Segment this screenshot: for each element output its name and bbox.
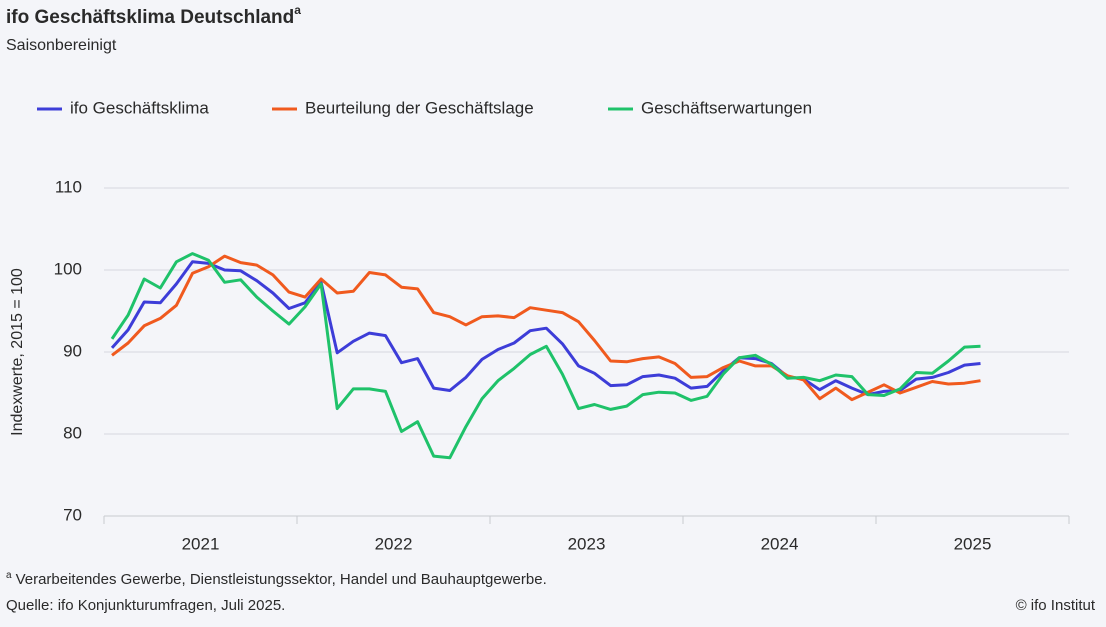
chart-title-group: ifo Geschäftsklima Deutschlanda — [6, 3, 301, 28]
y-tick-label: 100 — [54, 259, 82, 278]
series-line — [110, 260, 981, 397]
y-tick-label: 70 — [63, 505, 82, 524]
legend-label: ifo Geschäftsklima — [70, 98, 209, 117]
footnote-group: a Verarbeitendes Gewerbe, Dienstleistungs… — [6, 570, 547, 588]
series-line — [110, 252, 981, 460]
footnote-marker: a — [6, 570, 12, 581]
y-tick-label: 110 — [55, 177, 82, 196]
footnote: Verarbeitendes Gewerbe, Dienstleistungss… — [16, 571, 547, 588]
y-axis-label: Indexwerte, 2015 = 100 — [9, 268, 26, 436]
copyright: © ifo Institut — [1016, 597, 1096, 614]
legend-label: Beurteilung der Geschäftslage — [305, 98, 534, 117]
y-tick-label: 90 — [63, 341, 82, 360]
legend-label: Geschäftserwartungen — [641, 98, 812, 117]
y-tick-label: 80 — [63, 423, 82, 442]
chart-subtitle: Saisonbereinigt — [6, 37, 117, 54]
x-tick-label: 2023 — [568, 534, 606, 553]
chart-title: ifo Geschäftsklima Deutschland — [6, 7, 294, 28]
x-tick-label: 2021 — [182, 534, 220, 553]
series-line — [111, 254, 981, 402]
x-tick-label: 2024 — [761, 534, 799, 553]
title-marker: a — [294, 3, 301, 17]
source: Quelle: ifo Konjunkturumfragen, Juli 202… — [6, 597, 285, 614]
x-tick-label: 2022 — [375, 534, 413, 553]
x-tick-label: 2025 — [954, 534, 992, 553]
